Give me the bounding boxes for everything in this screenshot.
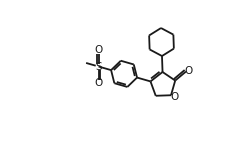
Text: S: S [95,61,101,71]
Text: O: O [94,78,102,88]
Text: O: O [183,66,192,76]
Text: O: O [169,92,177,102]
Text: O: O [94,45,102,55]
